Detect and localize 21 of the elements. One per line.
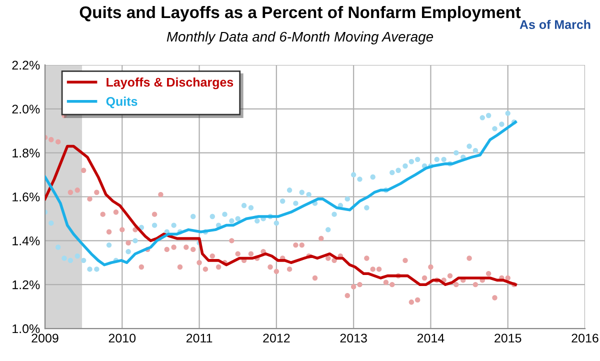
- y-tick-label: 1.4%: [12, 236, 40, 246]
- y-tick-label: 1.0%: [12, 324, 40, 334]
- legend-label: Layoffs & Discharges: [106, 77, 234, 90]
- x-tick-label: 2015: [494, 334, 522, 343]
- legend-label: Quits: [106, 96, 138, 108]
- chart-title: Quits and Layoffs as a Percent of Nonfarm Employment: [80, 6, 521, 22]
- chart-subtitle: Monthly Data and 6-Month Moving Average: [166, 31, 434, 44]
- y-tick-label: 2.0%: [12, 104, 40, 114]
- y-tick-label: 1.6%: [12, 192, 40, 202]
- line-series: [45, 144, 517, 286]
- x-tick-label: 2013: [340, 334, 367, 343]
- x-tick-label: 2014: [417, 334, 444, 343]
- y-tick-label: 1.8%: [12, 148, 40, 158]
- text: As of March: [520, 20, 590, 30]
- x-tick-label: 2009: [32, 334, 58, 343]
- y-tick-label: 1.2%: [12, 280, 40, 290]
- x-tick-label: 2010: [108, 334, 136, 343]
- x-tick-label: 2011: [186, 334, 212, 343]
- x-tick-label: 2012: [263, 334, 290, 343]
- x-tick-label: 2016: [572, 334, 598, 343]
- y-tick-label: 2.2%: [12, 60, 40, 70]
